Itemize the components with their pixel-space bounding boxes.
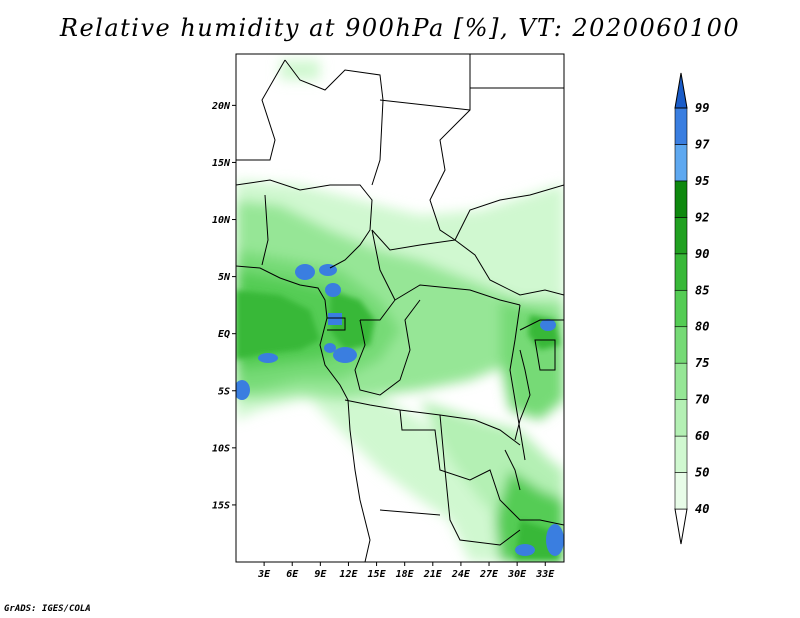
colorbar-label: 75 bbox=[695, 356, 709, 370]
colorbar-segment bbox=[674, 289, 688, 328]
latitude-axis: 20N 15N 10N 5N EQ 5S 10S 15S bbox=[211, 101, 236, 511]
colorbar-label: 95 bbox=[695, 174, 709, 188]
colorbar-label: 70 bbox=[695, 393, 709, 407]
lon-tick-label: 33E bbox=[535, 569, 555, 580]
map-frame bbox=[235, 53, 565, 563]
colorbar-segment bbox=[674, 326, 688, 364]
colorbar-label: 99 bbox=[695, 101, 709, 115]
lon-tick-label: 6E bbox=[286, 569, 299, 580]
colorbar-label: 60 bbox=[695, 429, 709, 443]
lat-tick-label: 20N bbox=[211, 101, 231, 112]
map-title: Relative humidity at 900hPa [%], VT: 202… bbox=[59, 14, 741, 42]
colorbar-label: 85 bbox=[695, 283, 709, 297]
colorbar-label: 40 bbox=[695, 502, 709, 516]
lat-tick-label: 15N bbox=[212, 158, 231, 169]
colorbar-label: 50 bbox=[695, 466, 709, 480]
lon-tick-label: 27E bbox=[479, 569, 499, 580]
lon-tick-label: 9E bbox=[314, 569, 327, 580]
grads-credit: GrADS: IGES/COLA bbox=[4, 604, 91, 614]
lon-tick-label: 12E bbox=[339, 569, 358, 580]
lon-tick-label: 15E bbox=[368, 569, 387, 580]
lat-tick-label: 10S bbox=[212, 443, 230, 454]
lat-tick-label: 15S bbox=[212, 500, 230, 511]
colorbar-label: 92 bbox=[695, 210, 709, 224]
colorbar-segment bbox=[674, 253, 688, 291]
lat-tick-label: 5S bbox=[218, 386, 230, 397]
lat-tick-label: EQ bbox=[218, 329, 230, 340]
colorbar-segment bbox=[674, 399, 688, 437]
saturated-spots bbox=[236, 264, 564, 556]
colorbar-lower-arrow bbox=[674, 508, 688, 545]
colorbar-segment bbox=[674, 435, 688, 473]
lat-tick-label: 10N bbox=[212, 215, 231, 226]
country-borders bbox=[236, 54, 564, 562]
colorbar-segment bbox=[674, 144, 688, 182]
humidity-field bbox=[236, 54, 564, 562]
lon-tick-label: 24E bbox=[451, 569, 471, 580]
lon-tick-label: 30E bbox=[507, 569, 527, 580]
lat-tick-label: 5N bbox=[218, 272, 231, 283]
colorbar-segment bbox=[674, 180, 688, 218]
colorbar-segment bbox=[674, 472, 688, 510]
colorbar-segment bbox=[674, 217, 688, 255]
colorbar-label: 80 bbox=[695, 320, 709, 334]
colorbar-label: 97 bbox=[695, 137, 710, 151]
colorbar: 40 50 60 70 75 80 85 90 92 95 97 99 bbox=[674, 72, 710, 545]
lon-tick-label: 21E bbox=[423, 569, 443, 580]
colorbar-segment bbox=[674, 107, 688, 145]
colorbar-upper-arrow bbox=[674, 72, 688, 109]
lon-tick-label: 3E bbox=[257, 569, 271, 580]
longitude-axis: 3E 6E 9E 12E 15E 18E 21E 24E 27E 30E 33E bbox=[257, 562, 555, 580]
lon-tick-label: 18E bbox=[396, 569, 415, 580]
colorbar-label: 90 bbox=[695, 247, 709, 261]
colorbar-segment bbox=[674, 362, 688, 400]
